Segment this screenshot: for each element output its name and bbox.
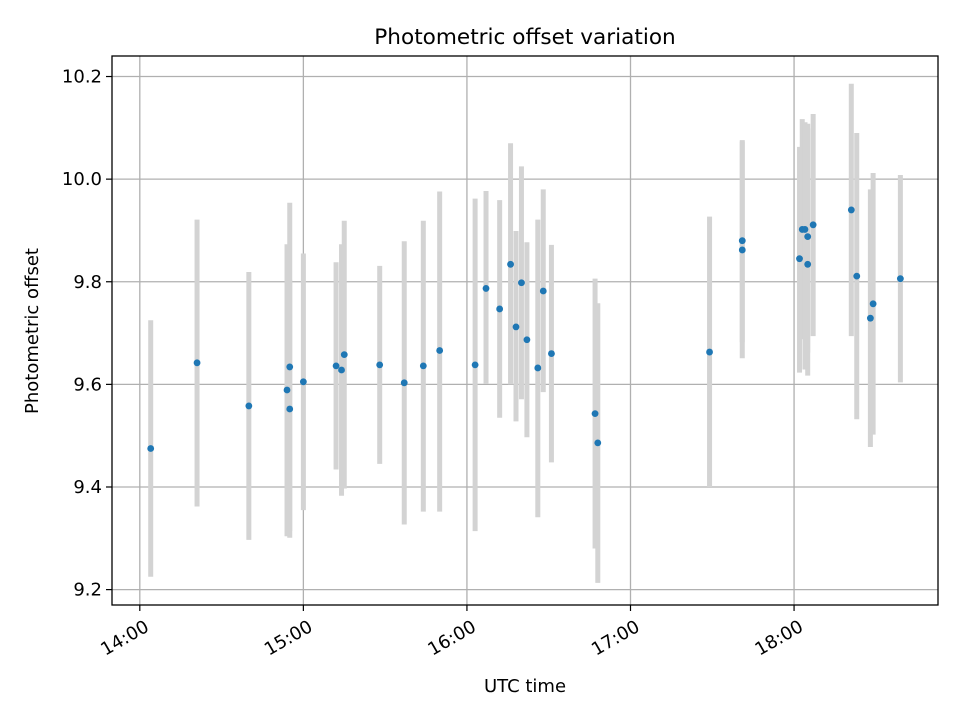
data-point <box>796 255 803 263</box>
data-point <box>518 279 525 287</box>
data-point <box>299 378 307 386</box>
data-point <box>496 305 504 313</box>
data-point <box>809 221 817 229</box>
chart-title: Photometric offset variation <box>374 25 675 50</box>
data-point <box>283 386 291 394</box>
data-point <box>400 379 408 387</box>
data-point <box>419 362 427 370</box>
data-point <box>193 359 201 367</box>
data-point <box>866 314 874 322</box>
y-tick-label: 9.2 <box>73 580 102 601</box>
data-point <box>332 362 340 370</box>
data-point <box>523 336 531 344</box>
y-tick-label: 9.6 <box>73 374 102 395</box>
data-point <box>804 233 812 241</box>
data-point <box>482 285 490 292</box>
y-tick-label: 10.2 <box>62 67 102 88</box>
data-point <box>147 445 155 452</box>
data-point <box>869 300 877 308</box>
data-points <box>147 206 904 452</box>
data-point <box>804 260 812 268</box>
y-axis: 9.2 9.4 9.6 9.8 10.0 10.2 <box>62 67 112 601</box>
data-point <box>471 361 479 369</box>
data-point <box>594 439 602 447</box>
y-tick-label: 10.0 <box>62 169 102 190</box>
data-point <box>706 348 713 356</box>
data-point <box>853 272 861 280</box>
data-point <box>512 323 520 331</box>
data-point <box>896 275 904 283</box>
data-point <box>539 287 547 295</box>
data-point <box>340 351 348 359</box>
data-point <box>507 260 514 268</box>
data-point <box>534 364 542 372</box>
data-point <box>436 347 444 354</box>
data-point <box>801 226 809 233</box>
data-point <box>591 410 599 418</box>
plot-frame <box>111 55 939 606</box>
data-point <box>286 363 294 371</box>
y-tick-label: 9.8 <box>73 272 102 293</box>
data-point <box>376 361 384 369</box>
x-axis-title: UTC time <box>484 676 566 697</box>
data-point <box>548 350 555 357</box>
data-point <box>338 366 345 374</box>
data-point <box>286 405 294 413</box>
data-point <box>738 237 746 245</box>
y-tick-label: 9.4 <box>73 477 102 498</box>
data-point <box>245 402 253 410</box>
data-point <box>738 246 746 254</box>
data-point <box>847 206 855 214</box>
y-axis-title: Photometric offset <box>22 248 43 414</box>
